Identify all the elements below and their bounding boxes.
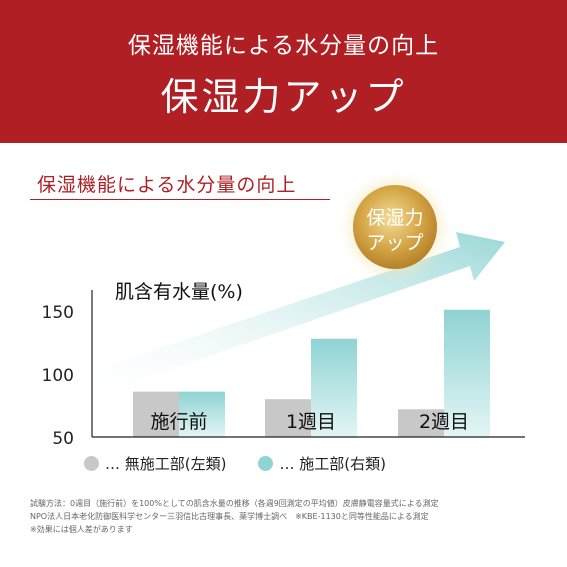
y-tick-label: 50: [52, 429, 74, 449]
trend-arrow: [95, 232, 505, 392]
footnotes: 試験方法：0週目（施行前）を100%としての肌含水量の推移（各週9回測定の平均値…: [30, 497, 550, 536]
header-banner: 保湿機能による水分量の向上 保湿力アップ: [0, 0, 567, 143]
legend-label-treated: … 施工部(右類): [279, 454, 386, 473]
bar-treated-2: [311, 338, 357, 437]
y-axis-label: 肌含有水量(%): [115, 281, 243, 303]
banner-title: 保湿力アップ: [160, 75, 407, 119]
banner-subtitle: 保湿機能による水分量の向上: [127, 33, 440, 59]
y-tick-label: 150: [42, 303, 74, 323]
bar-untreated-2: [265, 399, 311, 437]
legend: … 無施工部(左類) … 施工部(右類): [84, 453, 418, 473]
section-divider: [30, 199, 330, 200]
footnote-source: NPO法人日本老化防御医科学センター三羽信比古理事長、薬学博士調べ ※KBE-1…: [30, 512, 429, 521]
footnote-method: 試験方法：0週目（施行前）を100%としての肌含水量の推移（各週9回測定の平均値…: [30, 499, 439, 508]
legend-swatch-gray: [84, 455, 99, 471]
badge-line1: 保湿力: [366, 207, 423, 229]
bar-treated-1: [179, 391, 225, 437]
legend-swatch-teal: [258, 455, 274, 471]
section-title: 保湿機能による水分量の向上: [37, 174, 297, 196]
bar-chart: 50 100 150 施行前 1週目 2週目 肌含有水量(%) 保湿力 アップ: [42, 179, 525, 449]
legend-item-untreated: … 無施工部(左類): [84, 453, 226, 474]
x-category-label: 施行前: [150, 411, 207, 433]
bar-untreated-1: [133, 391, 179, 437]
x-category-label: 2週目: [419, 411, 469, 433]
badge-line2: アップ: [366, 232, 423, 254]
footnote-disclaimer: ※効果には個人差があります: [30, 525, 133, 534]
legend-item-treated: … 施工部(右類): [258, 453, 386, 474]
legend-label-untreated: … 無施工部(左類): [105, 454, 227, 473]
gain-badge: 保湿力 アップ: [347, 179, 443, 275]
bar-untreated-3: [398, 409, 444, 437]
x-category-label: 1週目: [286, 411, 336, 433]
bar-treated-3: [444, 309, 490, 437]
y-tick-label: 100: [42, 366, 74, 386]
